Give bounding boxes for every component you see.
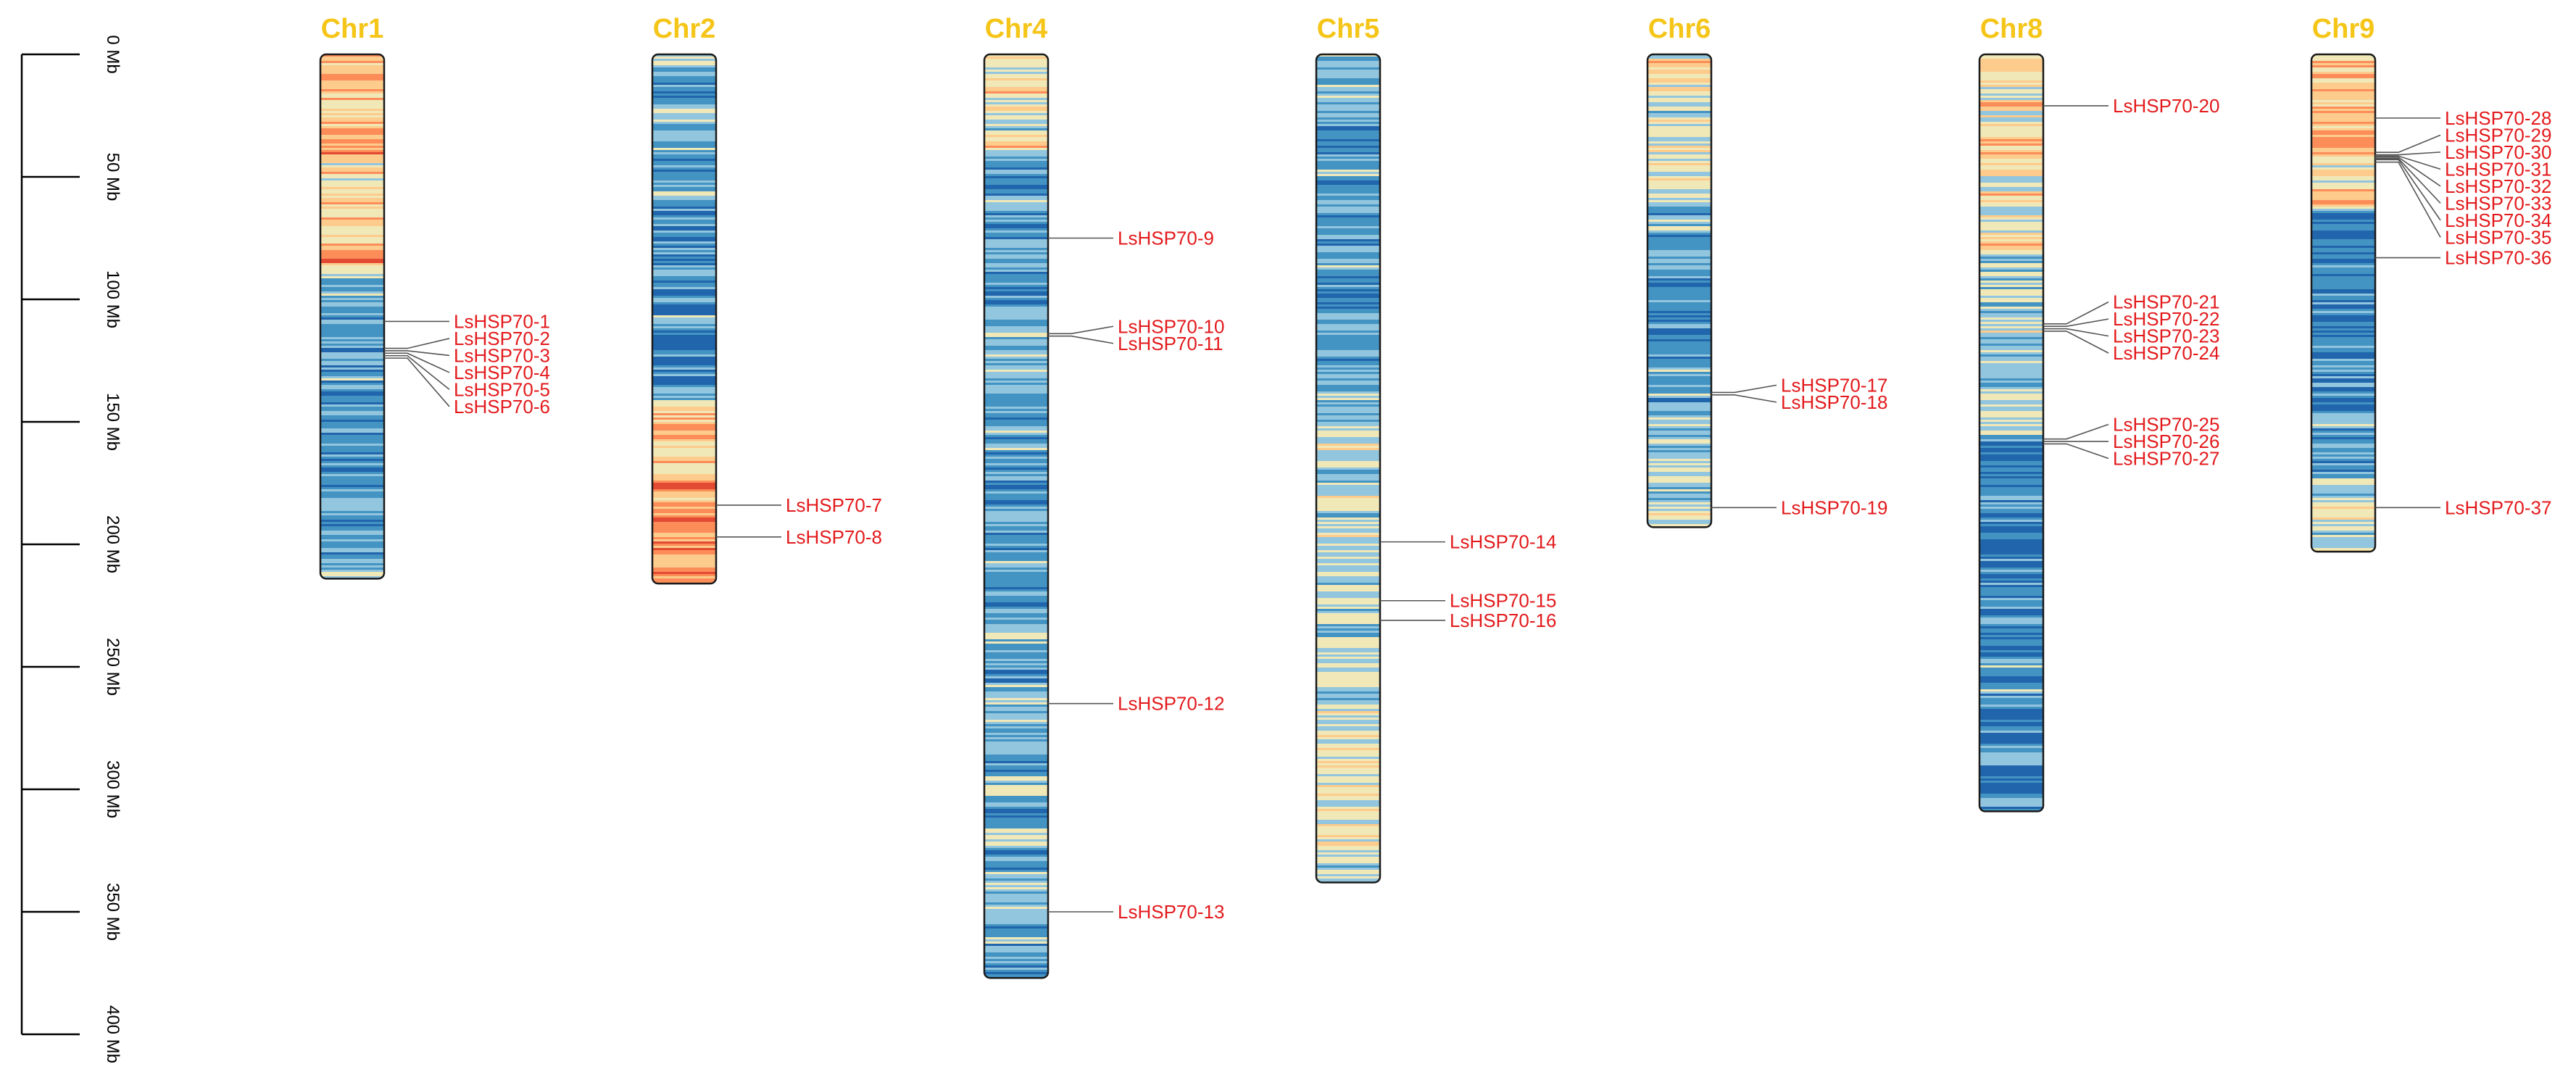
chromosome-outline — [2310, 53, 2377, 553]
gene-label: LsHSP70-20 — [2113, 95, 2219, 117]
chromosome-chr9: Chr9LsHSP70-28LsHSP70-29LsHSP70-30LsHSP7… — [2310, 14, 2551, 553]
gene-label: LsHSP70-32 — [2445, 175, 2551, 197]
gene-leader-line — [2375, 151, 2441, 156]
gene-label: LsHSP70-2 — [454, 328, 550, 349]
chromosome-chr8: Chr8LsHSP70-20LsHSP70-21LsHSP70-22LsHSP7… — [1978, 14, 2219, 813]
gene-label: LsHSP70-11 — [1118, 333, 1223, 354]
scale-tick-label: 350 Mb — [103, 883, 122, 941]
gene-label: LsHSP70-24 — [2113, 342, 2219, 364]
gene-leader-line — [2043, 318, 2109, 327]
chromosome-title: Chr4 — [985, 14, 1048, 44]
chromosome-title: Chr6 — [1648, 14, 1711, 44]
chromosome-outline — [1978, 53, 2045, 813]
gene-label: LsHSP70-21 — [2113, 291, 2219, 313]
scale-tick-label: 250 Mb — [103, 638, 122, 696]
gene-label: LsHSP70-4 — [454, 362, 550, 383]
gene-leader-line — [1048, 335, 1114, 344]
gene-label: LsHSP70-16 — [1450, 610, 1556, 631]
gene-label: LsHSP70-22 — [2113, 308, 2219, 330]
gene-leader-line — [2375, 134, 2441, 153]
gene-label: LsHSP70-23 — [2113, 325, 2219, 347]
gene-leader-line — [2043, 301, 2109, 325]
gene-label: LsHSP70-33 — [2445, 192, 2551, 214]
gene-label: LsHSP70-13 — [1118, 901, 1224, 923]
gene-label: LsHSP70-8 — [786, 526, 882, 548]
scale-tick-label: 150 Mb — [103, 393, 122, 451]
density-bands — [1316, 54, 1380, 883]
chromosome-group: Chr1 LsHSP70-1LsHSP70-2LsHSP70-3LsHSP70-4… — [319, 14, 2551, 979]
gene-label: LsHSP70-27 — [2113, 448, 2219, 470]
gene-label: LsHSP70-34 — [2445, 209, 2551, 231]
gene-leader-line — [384, 338, 450, 349]
gene-leader-line — [2375, 161, 2441, 238]
chromosome-outline — [651, 53, 718, 585]
scale-tick-label: 200 Mb — [103, 515, 122, 573]
gene-label: LsHSP70-28 — [2445, 107, 2551, 129]
gene-leader-line — [2375, 155, 2441, 170]
chromosome-title: Chr1 — [321, 14, 384, 44]
chromosome-title: Chr8 — [1980, 14, 2043, 44]
chromosome-chr2: Chr2 LsHSP70-7 LsHSP70-8 — [651, 14, 882, 585]
gene-label: LsHSP70-6 — [454, 396, 550, 417]
density-bands — [1979, 54, 2043, 812]
gene-label: LsHSP70-36 — [2445, 247, 2551, 269]
gene-leader-line — [384, 350, 450, 357]
gene-leader-line — [2375, 157, 2441, 204]
gene-label: LsHSP70-26 — [2113, 431, 2219, 452]
gene-label: LsHSP70-25 — [2113, 414, 2219, 436]
scale-tick-label: 0 Mb — [103, 35, 122, 73]
density-bands — [652, 54, 716, 584]
gene-leader-line — [2043, 331, 2109, 354]
gene-label: LsHSP70-30 — [2445, 141, 2551, 163]
gene-leader-line — [384, 354, 450, 391]
scale-tick-label: 50 Mb — [103, 153, 122, 201]
gene-label: LsHSP70-19 — [1781, 496, 1887, 518]
chromosome-outline — [1315, 53, 1382, 884]
gene-leader-line — [2043, 443, 2109, 460]
density-bands — [320, 54, 384, 579]
gene-label: LsHSP70-37 — [2445, 496, 2551, 518]
gene-label: LsHSP70-3 — [454, 344, 550, 366]
density-bands — [984, 54, 1048, 978]
gene-label: LsHSP70-29 — [2445, 124, 2551, 146]
gene-label: LsHSP70-5 — [454, 378, 550, 400]
gene-leader-line — [2043, 423, 2109, 440]
density-bands — [2311, 54, 2375, 552]
chromosome-outline — [1646, 53, 1713, 528]
chromosome-title: Chr9 — [2312, 14, 2375, 44]
chromosome-chr1: Chr1 LsHSP70-1LsHSP70-2LsHSP70-3LsHSP70-4… — [319, 14, 550, 580]
gene-label: LsHSP70-17 — [1781, 374, 1887, 396]
chromosome-outline — [319, 53, 386, 580]
gene-label: LsHSP70-7 — [786, 494, 882, 516]
chromosome-outline — [983, 53, 1050, 979]
scale-tick-label: 400 Mb — [103, 1005, 122, 1063]
gene-label: LsHSP70-9 — [1118, 228, 1214, 249]
gene-leader-line — [1711, 394, 1777, 403]
gene-label: LsHSP70-15 — [1450, 590, 1556, 612]
gene-leader-line — [384, 357, 450, 407]
gene-leader-line — [2043, 328, 2109, 337]
chromosome-title: Chr2 — [653, 14, 716, 44]
gene-label: LsHSP70-14 — [1450, 531, 1556, 553]
density-bands — [1648, 54, 1711, 528]
gene-label: LsHSP70-10 — [1118, 315, 1224, 337]
gene-label: LsHSP70-12 — [1118, 693, 1224, 715]
gene-label: LsHSP70-35 — [2445, 226, 2551, 248]
gene-label: LsHSP70-1 — [454, 310, 550, 332]
gene-leader-line — [1711, 384, 1777, 394]
gene-leader-line — [384, 352, 450, 373]
gene-label: LsHSP70-18 — [1781, 391, 1887, 413]
chromosome-title: Chr5 — [1317, 14, 1380, 44]
gene-leader-line — [2375, 157, 2441, 187]
gene-leader-line — [1048, 325, 1114, 335]
scale-axis: 0 Mb 50 Mb 100 Mb 150 Mb 200 Mb 250 Mb 300 Mb 3… — [20, 35, 122, 1063]
scale-tick-label: 300 Mb — [103, 760, 122, 818]
gene-label: LsHSP70-31 — [2445, 158, 2551, 180]
gene-leader-line — [2375, 159, 2441, 221]
scale-tick-label: 100 Mb — [103, 270, 122, 328]
